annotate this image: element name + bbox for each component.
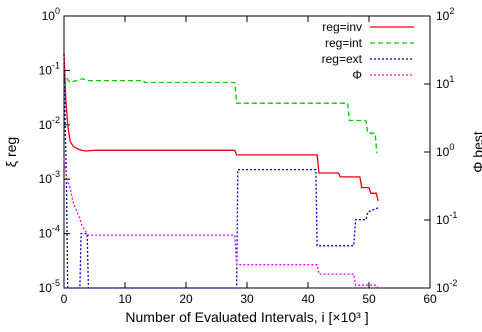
series-line-0 bbox=[63, 53, 379, 201]
y-left-axis-label: ξ reg bbox=[3, 137, 19, 167]
y-left-tick-label: 10-4 bbox=[39, 224, 60, 241]
y-left-tick-label: 100 bbox=[42, 6, 60, 23]
x-axis-label: Number of Evaluated Intervals, i [×10³ ] bbox=[125, 309, 368, 325]
y-right-tick-label: 10-1 bbox=[436, 210, 457, 227]
y-right-tick-label: 10-2 bbox=[436, 278, 457, 295]
ticks: 0 10 20 30 40 50 60 100 10-1 10-2 10-3 10-4 10-5 102 1… bbox=[39, 6, 458, 306]
x-tick-label: 10 bbox=[118, 292, 132, 306]
y-right-axis-label: Φ best bbox=[470, 131, 482, 173]
series-line-1 bbox=[63, 77, 378, 154]
x-tick-label: 0 bbox=[61, 292, 68, 306]
y-left-tick-label: 10-5 bbox=[39, 278, 60, 295]
legend-label: reg=inv bbox=[322, 20, 362, 34]
y-right-tick-label: 102 bbox=[436, 6, 454, 23]
legend-label: reg=int bbox=[325, 36, 363, 50]
legend-label: reg=ext bbox=[322, 52, 363, 66]
x-tick-label: 30 bbox=[240, 292, 254, 306]
y-right-tick-label: 101 bbox=[436, 74, 454, 91]
x-tick-label: 60 bbox=[423, 292, 437, 306]
plot-frame bbox=[63, 15, 431, 289]
series-line-3 bbox=[63, 158, 379, 289]
y-right-tick-label: 100 bbox=[436, 142, 454, 159]
y-left-tick-label: 10-3 bbox=[39, 169, 60, 186]
y-left-tick-label: 10-2 bbox=[39, 115, 60, 132]
legend: reg=inv reg=int reg=ext Φ bbox=[322, 20, 414, 82]
series-line-2 bbox=[63, 53, 380, 289]
series-layer bbox=[63, 53, 380, 289]
x-tick-label: 40 bbox=[301, 292, 315, 306]
x-tick-label: 50 bbox=[362, 292, 376, 306]
y-left-tick-label: 10-1 bbox=[39, 60, 60, 77]
x-tick-label: 20 bbox=[179, 292, 193, 306]
legend-label: Φ bbox=[352, 68, 362, 82]
